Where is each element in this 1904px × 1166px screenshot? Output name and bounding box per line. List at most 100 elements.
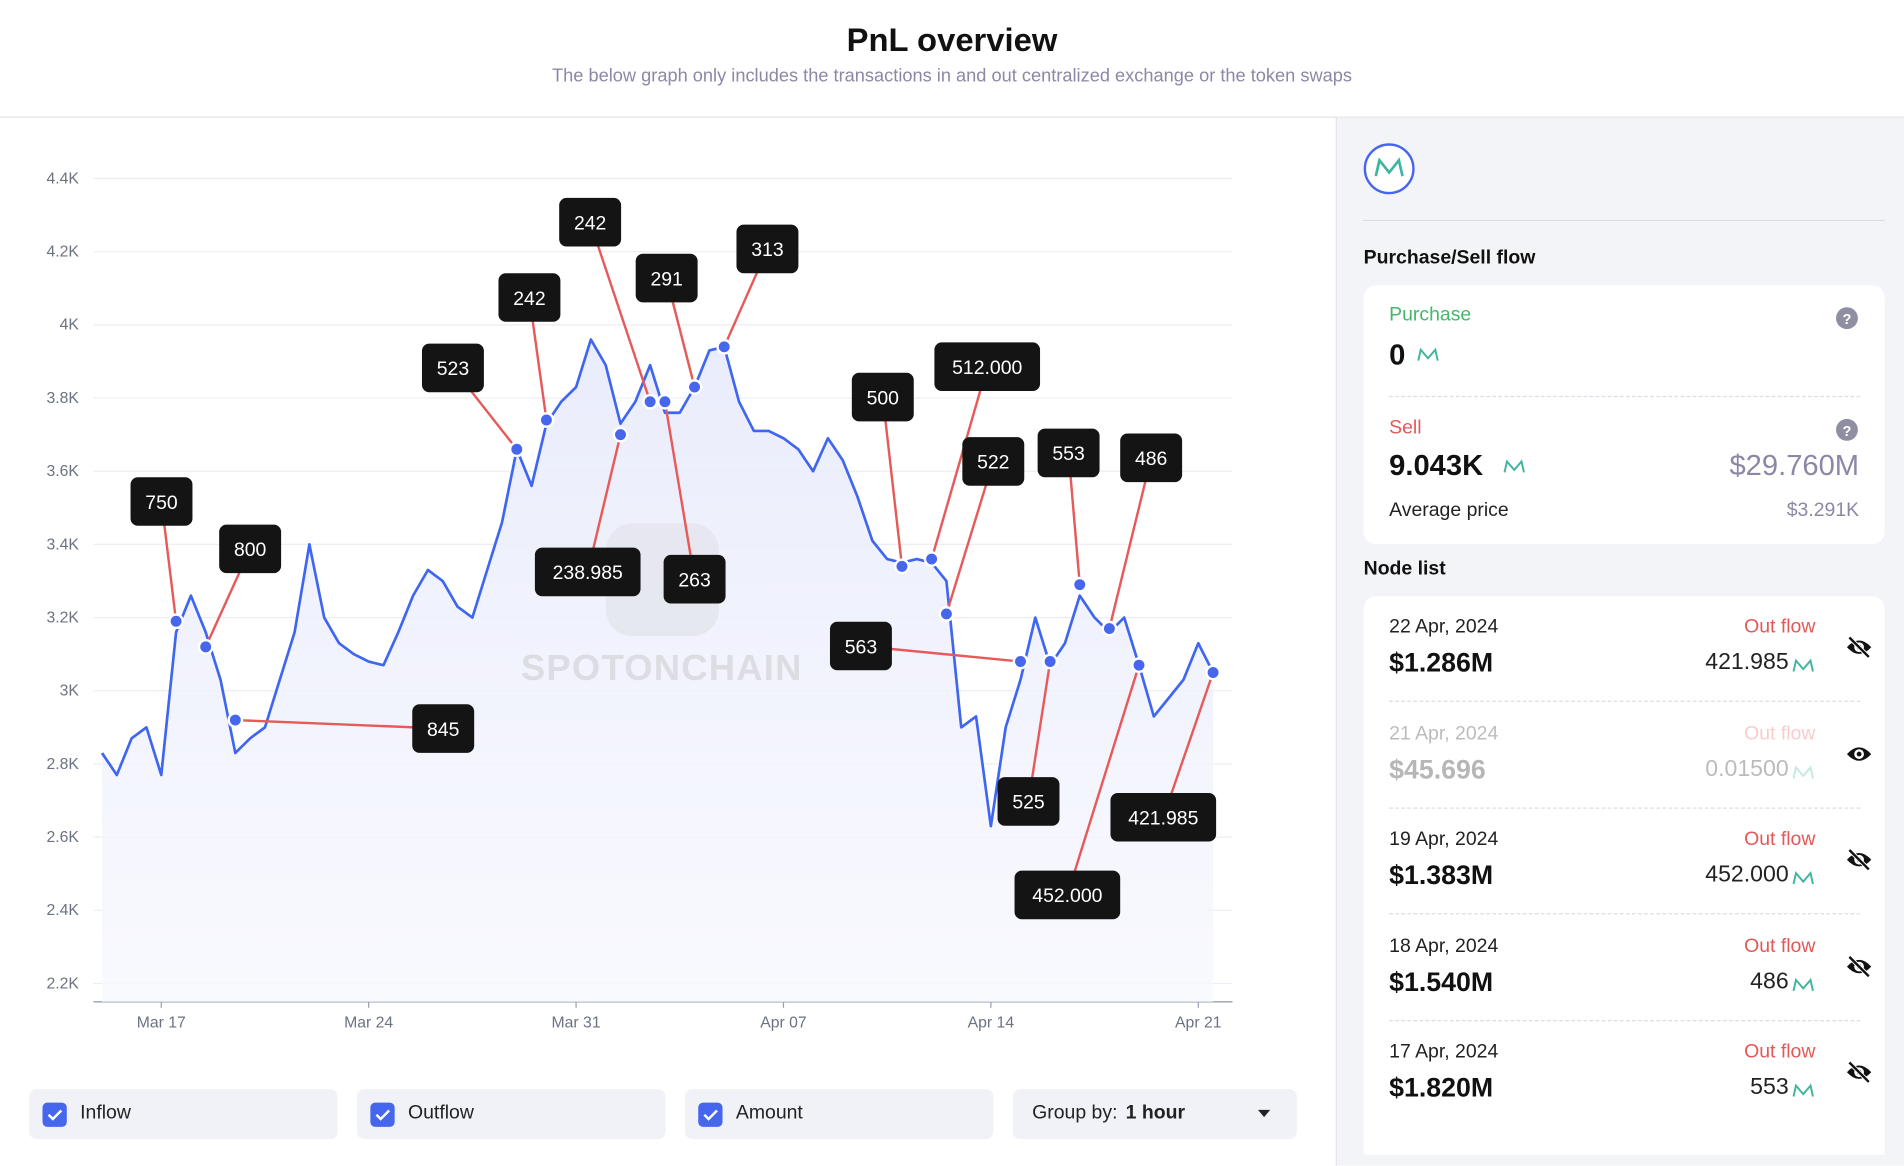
token-icon	[1503, 459, 1525, 473]
x-tick-label: Mar 24	[344, 1014, 393, 1031]
node-usd: $1.820M	[1389, 1072, 1494, 1103]
node-row[interactable]: 22 Apr, 2024 $1.286M Out flow 421.985	[1364, 596, 1885, 702]
x-tick-label: Apr 07	[760, 1014, 806, 1031]
token-icon	[1791, 763, 1815, 778]
visibility-toggle[interactable]	[1845, 1060, 1874, 1084]
divider	[1389, 913, 1861, 915]
annotation-dot	[657, 393, 673, 410]
annotation-connector	[588, 221, 652, 403]
divider	[1362, 219, 1885, 222]
divider	[1389, 806, 1861, 809]
annotation-label: 563	[845, 636, 877, 658]
area-fill	[102, 339, 1214, 1002]
annotation-box	[1120, 433, 1183, 483]
annotation-label: 242	[513, 288, 545, 310]
annotation-dot	[923, 551, 940, 567]
y-tick-label: 4K	[60, 317, 80, 334]
annotation-dot	[1205, 664, 1221, 681]
node-content: 19 Apr, 2024 $1.383M Out flow 452.000	[1364, 809, 1885, 915]
annotation-box	[635, 253, 698, 303]
node-flow: Out flow	[1744, 616, 1816, 638]
token-icon	[1791, 976, 1815, 991]
checkbox[interactable]	[42, 1102, 67, 1127]
divider	[1389, 395, 1861, 398]
visibility-toggle[interactable]	[1845, 954, 1874, 978]
visibility-toggle[interactable]	[1845, 635, 1874, 659]
node-date: 21 Apr, 2024	[1389, 723, 1499, 744]
annotation-label: 263	[678, 570, 710, 592]
node-row[interactable]: 18 Apr, 2024 $1.540M Out flow 486	[1364, 915, 1885, 1021]
token-logo	[1363, 143, 1415, 195]
group-by-label: Group by:	[1032, 1102, 1118, 1124]
annotation-dot	[1131, 657, 1147, 674]
node-date: 18 Apr, 2024	[1389, 935, 1499, 957]
chart: 2.2K 2.4K 2.6K 2.8K 3K 3.2K 3.4K 3.6K 3.8K 4K 4.2K…	[46, 170, 1233, 1031]
visibility-toggle[interactable]	[1845, 741, 1874, 765]
page-subtitle: The below graph only includes the transa…	[552, 65, 1352, 87]
annotation-label: 500	[867, 387, 900, 409]
annotation-label: 452.000	[1032, 885, 1102, 907]
checkbox-label: Outflow	[408, 1102, 474, 1124]
section-title: Node list	[1363, 558, 1446, 580]
annotation-box	[962, 437, 1025, 486]
annotation-box	[534, 547, 641, 597]
annotation-dot	[168, 613, 184, 630]
node-flow: Out flow	[1744, 723, 1816, 744]
node-row[interactable]: 19 Apr, 2024 $1.383M Out flow 452.000	[1364, 809, 1885, 915]
purchase-value: 0	[1389, 338, 1406, 372]
y-tick-label: 4.2K	[46, 244, 79, 261]
checkbox[interactable]	[698, 1102, 723, 1127]
divider	[1389, 1019, 1861, 1021]
y-tick-label: 3.4K	[46, 536, 79, 553]
node-amount: 452.000	[1705, 862, 1789, 888]
annotation-box	[219, 524, 282, 574]
annotation-dot	[642, 393, 659, 410]
svg-text:?: ?	[1842, 312, 1851, 328]
node-content: 17 Apr, 2024 $1.820M Out flow 553	[1364, 1021, 1885, 1127]
group-by-select[interactable]: Group by: 1 hour	[1012, 1089, 1297, 1140]
annotation-dot	[894, 558, 910, 575]
checkbox[interactable]	[370, 1102, 395, 1127]
y-tick-label: 3.8K	[46, 390, 79, 407]
checkbox-label: Amount	[735, 1102, 803, 1124]
annotation-dot	[197, 638, 214, 655]
annotation-label: 750	[145, 492, 178, 514]
y-tick-label: 2.8K	[46, 756, 79, 773]
node-usd: $45.696	[1389, 753, 1486, 784]
outflow-toggle[interactable]: Outflow	[357, 1089, 666, 1140]
annotation-box	[736, 224, 799, 274]
y-tick-label: 4.4K	[46, 170, 79, 187]
node-date: 22 Apr, 2024	[1389, 616, 1499, 638]
flow-card: Purchase 0 ? Sell ? 9.043K $29.760M Aver…	[1363, 285, 1885, 545]
node-amount: 0.01500	[1705, 755, 1789, 782]
annotation-dot	[538, 412, 555, 428]
node-row[interactable]: 17 Apr, 2024 $1.820M Out flow 553	[1364, 1021, 1885, 1127]
annotation-label: 486	[1135, 448, 1167, 470]
avg-value: $3.291K	[1786, 500, 1860, 521]
annotation-dot	[716, 338, 733, 355]
visibility-toggle[interactable]	[1845, 848, 1874, 872]
annotation-connector	[663, 401, 696, 580]
node-date: 19 Apr, 2024	[1389, 829, 1499, 851]
node-row[interactable]: 21 Apr, 2024 $45.696 Out flow 0.01500	[1364, 702, 1885, 809]
watermark-text: SPOTONCHAIN	[521, 647, 803, 688]
amount-toggle[interactable]: Amount	[684, 1089, 994, 1140]
help-icon[interactable]: ?	[1835, 306, 1859, 330]
annotation-label: 242	[574, 213, 606, 235]
y-tick-label: 3K	[60, 683, 80, 700]
checkbox-label: Inflow	[80, 1102, 131, 1124]
annotation-dot	[1042, 653, 1059, 670]
annotation-connector	[930, 366, 989, 560]
y-tick-label: 2.6K	[46, 829, 79, 846]
annotation-box	[829, 621, 892, 671]
token-icon	[1791, 1082, 1815, 1097]
divider	[0, 116, 1904, 118]
section-title: Purchase/Sell flow	[1363, 247, 1536, 269]
inflow-toggle[interactable]: Inflow	[29, 1089, 338, 1140]
node-content: 21 Apr, 2024 $45.696 Out flow 0.01500	[1364, 702, 1885, 808]
node-amount: 553	[1750, 1074, 1789, 1101]
help-icon[interactable]: ?	[1835, 418, 1859, 442]
y-tick-label: 3.2K	[46, 609, 79, 626]
token-icon	[1417, 347, 1439, 361]
